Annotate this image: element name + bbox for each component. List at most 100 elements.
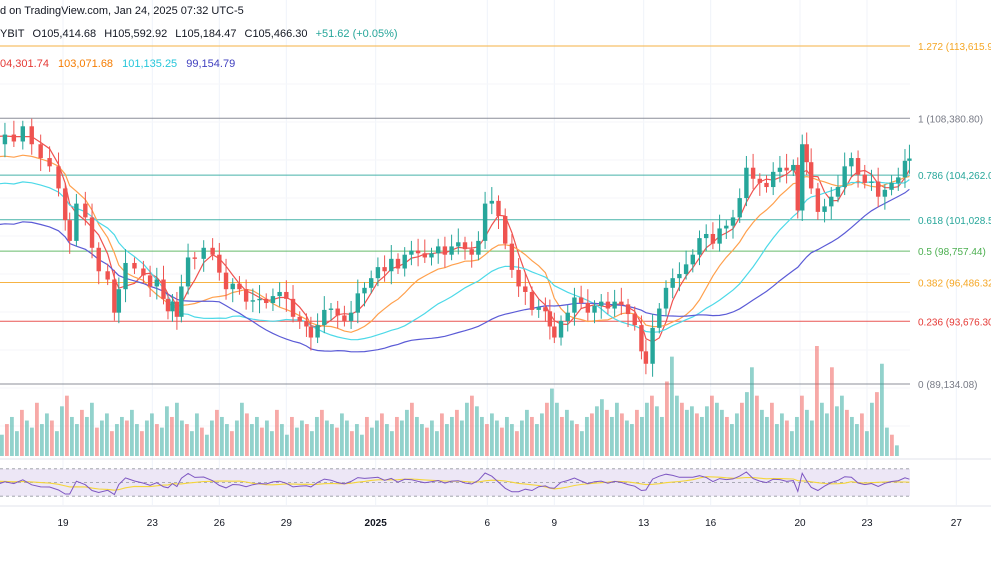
x-tick-label: 23 [861, 518, 873, 529]
volume-bar [390, 431, 394, 456]
volume-bar [270, 431, 274, 456]
volume-bar [780, 413, 784, 456]
volume-bar [815, 346, 819, 456]
candle-body [89, 217, 95, 248]
candle-body [815, 188, 821, 212]
volume-bar [710, 395, 714, 456]
candle-body [165, 298, 171, 312]
candle-body [185, 257, 191, 287]
volume-bar [535, 424, 539, 456]
candle-body [829, 196, 834, 207]
rsi-band [0, 468, 910, 497]
volume-bar [450, 416, 454, 456]
candle-body [462, 242, 468, 250]
candle-body [791, 164, 796, 171]
candle-body [476, 240, 481, 255]
volume-bar [340, 413, 344, 456]
volume-bar [50, 420, 54, 456]
published-text: d on TradingView.com, Jan 24, 2025 07:32… [0, 5, 244, 17]
candle-body [409, 250, 414, 255]
volume-bar [240, 402, 244, 456]
volume-bar [295, 427, 299, 456]
candle-body [503, 216, 508, 244]
volume-bar [365, 416, 369, 456]
candle-body [322, 309, 327, 326]
candle-body [161, 279, 166, 299]
volume-bar [20, 409, 24, 456]
candle-body [422, 253, 427, 258]
volume-bar [600, 399, 604, 456]
volume-bar [505, 416, 509, 456]
volume-bar [690, 406, 694, 456]
x-axis: 19 23 26 29 2025 6 9 13 16 20 23 27 [57, 518, 962, 529]
candle-body [882, 189, 888, 197]
volume-bar [405, 409, 409, 456]
volume-bar [140, 431, 144, 456]
volume-bar [145, 420, 149, 456]
volume-bar [835, 406, 839, 456]
volume-bar [280, 424, 284, 456]
candle-body [657, 308, 662, 328]
volume-bar [530, 416, 534, 456]
volume-bar [95, 427, 99, 456]
candle-body [449, 246, 454, 255]
volume-bar [655, 406, 659, 456]
volume-bar [235, 420, 239, 456]
candle-body [842, 166, 847, 188]
candle-body [717, 228, 722, 244]
volume-bar [410, 402, 414, 456]
ma-value-3: 101,135.25 [122, 58, 178, 70]
candle-body [382, 267, 387, 272]
volume-bar [205, 434, 209, 456]
x-tick-label: 13 [638, 518, 650, 529]
volume-bar [685, 409, 689, 456]
candle-body [777, 167, 783, 172]
open-value: O105,414.68 [32, 28, 97, 40]
volume-bar [360, 434, 364, 456]
volume-bar [665, 381, 669, 456]
volume-bar [585, 416, 589, 456]
candle-body [855, 158, 861, 175]
candle-body [257, 298, 262, 301]
volume-bar [230, 431, 234, 456]
volume-bar [430, 420, 434, 456]
volume-bar [500, 427, 504, 456]
volume-bar [565, 409, 569, 456]
candle-body [764, 182, 769, 188]
volume-bar [275, 409, 279, 456]
candle-body [47, 158, 52, 167]
volume-bar [590, 413, 594, 456]
candle-body [469, 249, 474, 255]
candle-body [771, 171, 776, 188]
volume-bars [0, 346, 899, 456]
candle-body [869, 181, 874, 183]
candle-body [375, 267, 381, 279]
high-value: H105,592.92 [104, 28, 168, 40]
volume-bar [865, 431, 869, 456]
candle-body [585, 303, 591, 313]
volume-bar [850, 416, 854, 456]
volume-bar [425, 427, 429, 456]
volume-bar [680, 402, 684, 456]
low-value: L105,184.47 [175, 28, 237, 40]
volume-bar [540, 413, 544, 456]
volume-bar [800, 395, 804, 456]
candle-body [402, 254, 407, 269]
volume-bar [695, 413, 699, 456]
fib-label-1: 1 (108,380.80) [918, 114, 983, 125]
candle-body [74, 203, 79, 241]
candle-body [605, 301, 611, 309]
volume-bar [770, 402, 774, 456]
volume-bar [115, 424, 119, 456]
volume-bar [880, 363, 884, 456]
candle-body [132, 262, 137, 269]
candle-body [849, 158, 854, 167]
volume-bar [135, 424, 139, 456]
volume-bar [620, 413, 624, 456]
candle-body [328, 308, 334, 310]
candle-body [38, 144, 43, 159]
candle-body [639, 325, 644, 352]
candle-body [489, 200, 494, 204]
volume-bar [215, 409, 219, 456]
